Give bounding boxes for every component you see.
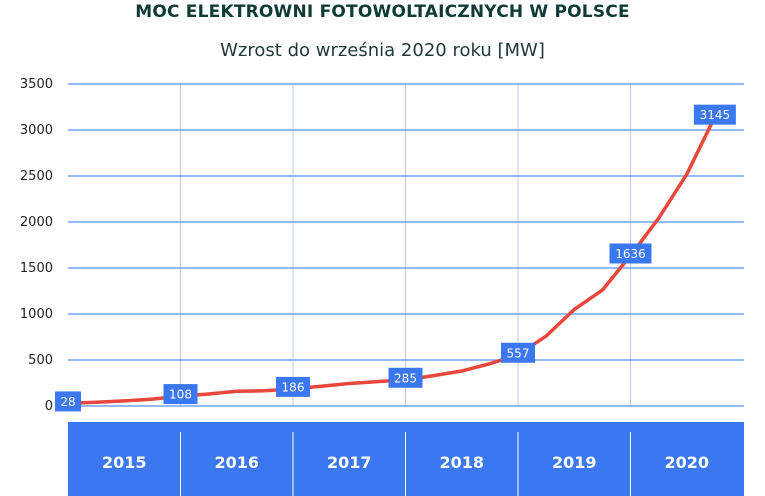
data-point	[488, 362, 492, 366]
data-point	[460, 369, 464, 373]
data-label-box	[55, 391, 81, 412]
data-point	[375, 380, 379, 384]
data-label-box	[693, 104, 736, 125]
data-label-box	[163, 384, 198, 405]
y-tick-label: 2000	[20, 215, 53, 230]
data-label: 285	[394, 371, 417, 385]
y-tick-label: 3000	[20, 123, 53, 138]
x-tick-label: 2019	[552, 453, 597, 472]
x-tick-label: 2016	[214, 453, 259, 472]
data-label: 186	[282, 380, 305, 394]
data-point	[432, 374, 436, 378]
chart-subtitle: Wzrost do września 2020 roku [MW]	[220, 40, 545, 61]
data-label: 1636	[615, 247, 646, 261]
data-label: 3145	[700, 108, 731, 122]
data-label: 108	[169, 388, 192, 402]
data-point	[94, 400, 98, 404]
data-label-box	[501, 342, 535, 363]
x-tick-label: 2015	[102, 453, 147, 472]
y-tick-label: 2500	[20, 169, 53, 184]
x-tick-label: 2017	[327, 453, 372, 472]
y-tick-label: 500	[28, 353, 53, 368]
data-point	[572, 307, 576, 311]
y-tick-label: 3500	[20, 77, 53, 92]
data-label: 557	[507, 346, 530, 360]
data-label-box	[276, 376, 310, 397]
chart-title: MOC ELEKTROWNI FOTOWOLTAICZNYCH W POLSCE	[135, 2, 630, 22]
y-tick-label: 0	[45, 399, 53, 414]
x-tick-label: 2020	[664, 453, 709, 472]
data-point	[657, 216, 661, 220]
y-tick-label: 1000	[20, 307, 53, 322]
data-point	[207, 392, 211, 396]
data-point	[263, 389, 267, 393]
data-point	[150, 397, 154, 401]
data-point	[685, 172, 689, 176]
data-point	[544, 334, 548, 338]
data-label: 28	[60, 395, 75, 409]
data-point	[122, 399, 126, 403]
data-point	[600, 288, 604, 292]
data-label-box	[388, 367, 423, 388]
data-label-box	[609, 243, 652, 264]
y-tick-label: 1500	[20, 261, 53, 276]
data-point	[235, 389, 239, 393]
data-point	[319, 384, 323, 388]
x-tick-label: 2018	[439, 453, 484, 472]
data-point	[347, 381, 351, 385]
